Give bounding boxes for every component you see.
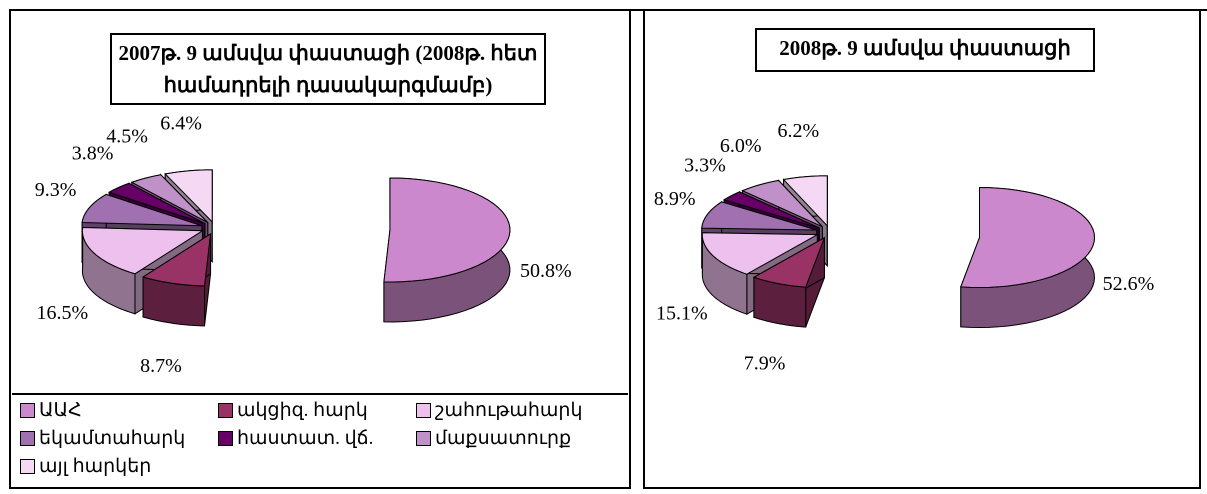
- data-label: 9.3%: [35, 179, 77, 201]
- slice-top: [752, 236, 826, 288]
- legend-label: եկամտահարկ: [39, 428, 186, 449]
- legend-swatch: [20, 459, 35, 474]
- legend-label: ԱԱՀ: [39, 400, 82, 421]
- slice-top: [701, 201, 817, 231]
- slice-top: [960, 186, 1096, 289]
- data-label: 50.8%: [520, 260, 572, 282]
- slice-top: [107, 182, 206, 225]
- slice-top: [81, 193, 203, 227]
- slice-top: [722, 191, 820, 229]
- slice: [383, 177, 511, 323]
- legend-item: եկամտահարկ: [20, 427, 185, 450]
- slice-top: [141, 232, 212, 287]
- legend-item: ԱԱՀ: [20, 399, 82, 422]
- data-label: 8.7%: [140, 355, 182, 377]
- data-label: 3.3%: [684, 154, 726, 176]
- legend-swatch: [20, 431, 35, 446]
- data-label: 4.5%: [106, 126, 148, 148]
- data-label: 6.2%: [778, 120, 820, 142]
- data-label: 16.5%: [36, 302, 88, 324]
- legend-label: շահութահարկ: [435, 400, 583, 421]
- slice-top: [701, 232, 820, 275]
- data-label: 7.9%: [744, 352, 786, 374]
- chart-title: 2008թ. 9 ամսվա փաստացի: [755, 28, 1095, 72]
- slice: [960, 186, 1096, 329]
- legend-label: մաքսատուրք: [435, 428, 572, 449]
- legend-swatch: [416, 403, 431, 418]
- legend-swatch: [218, 403, 233, 418]
- slice-top: [741, 179, 823, 228]
- legend-label: հաստատ. վճ.: [237, 428, 374, 449]
- slice: [141, 232, 212, 327]
- data-label: 3.8%: [72, 143, 114, 165]
- panel-left: [9, 9, 631, 489]
- data-label: 52.6%: [1103, 273, 1155, 295]
- legend-item: շահութահարկ: [416, 399, 583, 422]
- legend-swatch: [20, 403, 35, 418]
- slice-top: [164, 169, 213, 224]
- legend-item: ակցիզ. հարկ: [218, 399, 368, 422]
- slice-top: [81, 226, 205, 275]
- slice-top: [383, 177, 511, 283]
- legend-label: այլ հարկեր: [39, 456, 152, 477]
- legend-item: մաքսատուրք: [416, 427, 571, 450]
- legend: ԱԱՀ ակցիզ. հարկ շահութահարկ եկամտահարկ հաստա…: [12, 393, 628, 488]
- legend-item: այլ հարկեր: [20, 455, 151, 478]
- slice: [752, 236, 826, 328]
- legend-swatch: [416, 431, 431, 446]
- data-label: 6.4%: [160, 113, 202, 135]
- legend-item: հաստատ. վճ.: [218, 427, 373, 450]
- slice-top: [130, 174, 209, 224]
- data-label: 15.1%: [656, 302, 708, 324]
- data-label: 8.9%: [654, 188, 696, 210]
- slice-top: [782, 175, 828, 228]
- legend-label: ակցիզ. հարկ: [237, 400, 368, 421]
- chart-title: 2007թ. 9 ամսվա փաստացի (2008թ. հետ համադ…: [110, 33, 546, 105]
- data-label: 6.0%: [720, 135, 762, 157]
- legend-swatch: [218, 431, 233, 446]
